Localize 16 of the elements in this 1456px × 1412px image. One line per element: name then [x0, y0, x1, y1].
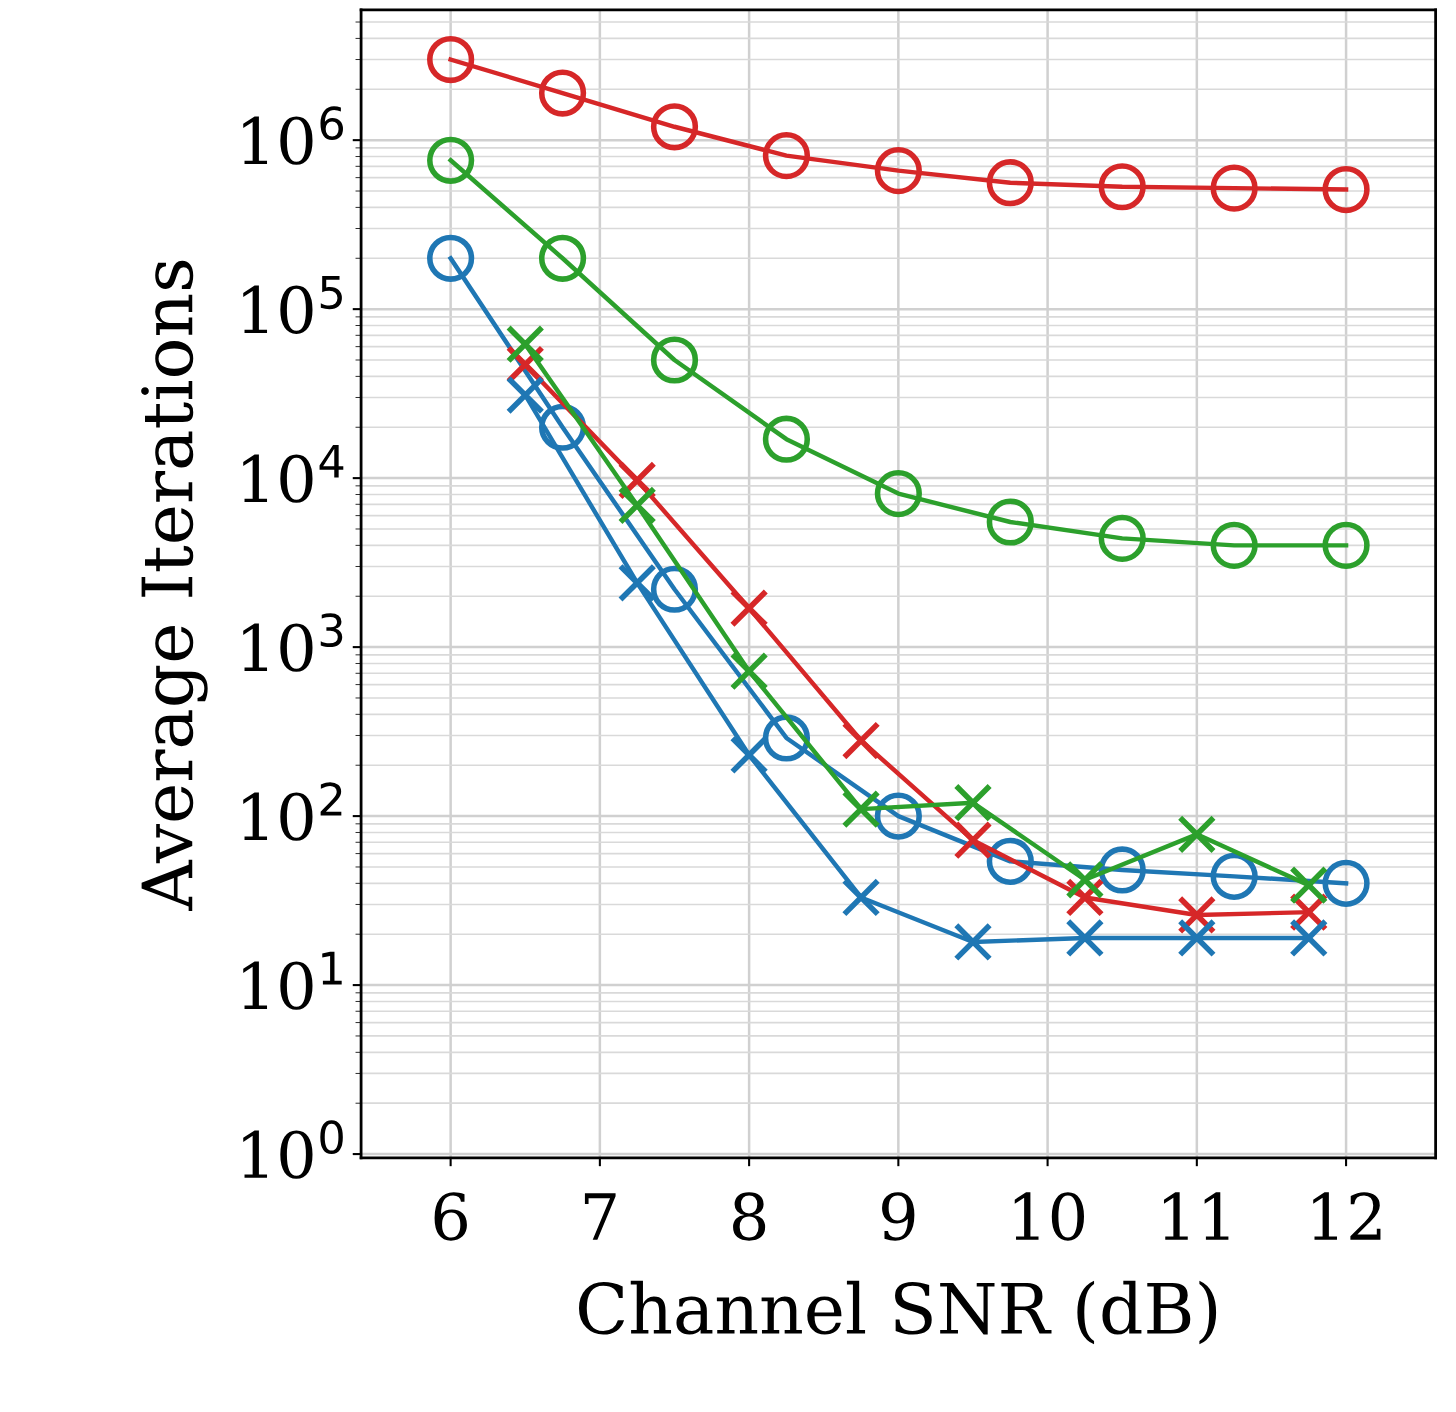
x-tick-label: 8	[733, 1192, 766, 1241]
x-tick-label: 6	[434, 1192, 467, 1241]
x-tick-label: 11	[1163, 1192, 1229, 1240]
y-tick-label: 10$^{4}$	[243, 444, 344, 503]
y-tick-label: 10$^{0}$	[243, 1120, 343, 1179]
y-axis-title: Average Iterations	[141, 260, 208, 911]
x-tick-label: 7	[584, 1193, 616, 1240]
x-axis-title: Channel SNR (dB)	[579, 1280, 1217, 1345]
y-tick-label: 10$^{5}$	[243, 275, 342, 334]
y-tick-label: 10$^{6}$	[243, 106, 343, 165]
x-tick-label: 10	[1014, 1192, 1084, 1241]
y-tick-label: 10$^{3}$	[243, 613, 343, 672]
y-tick-label: 10$^{2}$	[243, 782, 342, 841]
y-tick-label: 10$^{1}$	[243, 951, 342, 1010]
x-tick-label: 9	[882, 1192, 915, 1241]
x-tick-label: 12	[1313, 1192, 1381, 1240]
